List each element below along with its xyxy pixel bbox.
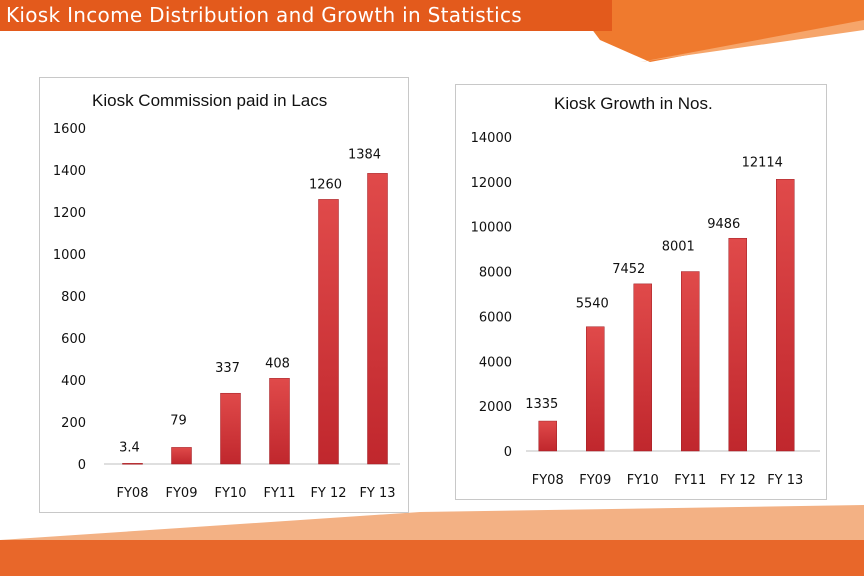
- y-tick-label: 1000: [53, 248, 86, 263]
- y-tick-label: 200: [61, 416, 86, 431]
- x-axis: FY08 FY09 FY10 FY11 FY 12 FY 13: [117, 486, 396, 501]
- y-tick-label: 10000: [471, 221, 512, 236]
- x-tick-label: FY09: [579, 473, 611, 488]
- growth-chart-panel: Kiosk Growth in Nos. 0 2000 4000 6000 8000 10…: [455, 84, 827, 500]
- bar: [728, 237, 747, 452]
- x-tick-label: FY08: [117, 486, 149, 501]
- data-label: 8001: [662, 240, 695, 255]
- y-tick-label: 12000: [471, 176, 512, 191]
- bar: [776, 179, 795, 452]
- x-tick-label: FY 13: [359, 486, 395, 501]
- y-axis: 0 2000 4000 6000 8000 10000 12000 14000: [471, 131, 512, 460]
- title-bar: Kiosk Income Distribution and Growth in …: [0, 0, 612, 31]
- bar: [122, 463, 143, 465]
- bar: [633, 283, 652, 452]
- x-tick-label: FY 12: [310, 486, 346, 501]
- data-labels: 3.4 79 337 408 1260 1384: [119, 147, 381, 455]
- y-tick-label: 1600: [53, 122, 86, 137]
- data-label: 408: [265, 356, 290, 371]
- bar: [318, 199, 339, 465]
- x-tick-label: FY10: [627, 473, 659, 488]
- x-axis: FY08 FY09 FY10 FY11 FY 12 FY 13: [532, 473, 804, 488]
- x-tick-label: FY 13: [767, 473, 803, 488]
- data-label: 5540: [576, 297, 609, 312]
- y-tick-label: 8000: [479, 266, 512, 281]
- x-tick-label: FY11: [674, 473, 706, 488]
- growth-chart: Kiosk Growth in Nos. 0 2000 4000 6000 8000 10…: [471, 94, 820, 488]
- x-tick-label: FY11: [264, 486, 296, 501]
- y-tick-label: 2000: [479, 400, 512, 415]
- x-tick-label: FY08: [532, 473, 564, 488]
- y-tick-label: 1200: [53, 206, 86, 221]
- chart-title: Kiosk Growth in Nos.: [554, 94, 713, 113]
- data-label: 9486: [707, 217, 740, 232]
- page-title: Kiosk Income Distribution and Growth in …: [6, 3, 523, 27]
- data-label: 1260: [309, 177, 342, 192]
- bar: [171, 447, 192, 465]
- y-tick-label: 800: [61, 290, 86, 305]
- y-tick-label: 1400: [53, 164, 86, 179]
- bar: [367, 173, 388, 465]
- y-tick-label: 600: [61, 332, 86, 347]
- bar: [220, 392, 241, 465]
- x-tick-label: FY09: [166, 486, 198, 501]
- y-axis: 0 200 400 600 800 1000 1200 1400 1600: [53, 122, 86, 473]
- data-label: 12114: [742, 155, 783, 170]
- y-tick-label: 6000: [479, 310, 512, 325]
- chart-title: Kiosk Commission paid in Lacs: [92, 91, 327, 110]
- bar: [269, 378, 290, 465]
- bar: [538, 420, 557, 452]
- data-label: 79: [170, 413, 187, 428]
- data-label: 1384: [348, 147, 381, 162]
- bar: [586, 326, 605, 452]
- data-label: 337: [215, 361, 240, 376]
- data-label: 3.4: [119, 440, 140, 455]
- y-tick-label: 0: [78, 458, 86, 473]
- y-tick-label: 400: [61, 374, 86, 389]
- data-label: 1335: [525, 397, 558, 412]
- commission-chart: Kiosk Commission paid in Lacs 0 200 400 600…: [53, 91, 400, 501]
- data-labels: 1335 5540 7452 8001 9486 12114: [525, 155, 783, 412]
- y-tick-label: 14000: [471, 131, 512, 146]
- footer-bar: [0, 540, 864, 576]
- y-tick-label: 0: [504, 445, 512, 460]
- x-tick-label: FY10: [215, 486, 247, 501]
- x-tick-label: FY 12: [720, 473, 756, 488]
- y-tick-label: 4000: [479, 355, 512, 370]
- bar: [681, 271, 700, 452]
- commission-chart-panel: Kiosk Commission paid in Lacs 0 200 400 600…: [39, 77, 409, 513]
- bar-series: [538, 179, 795, 452]
- bar-series: [122, 173, 388, 465]
- data-label: 7452: [612, 262, 645, 277]
